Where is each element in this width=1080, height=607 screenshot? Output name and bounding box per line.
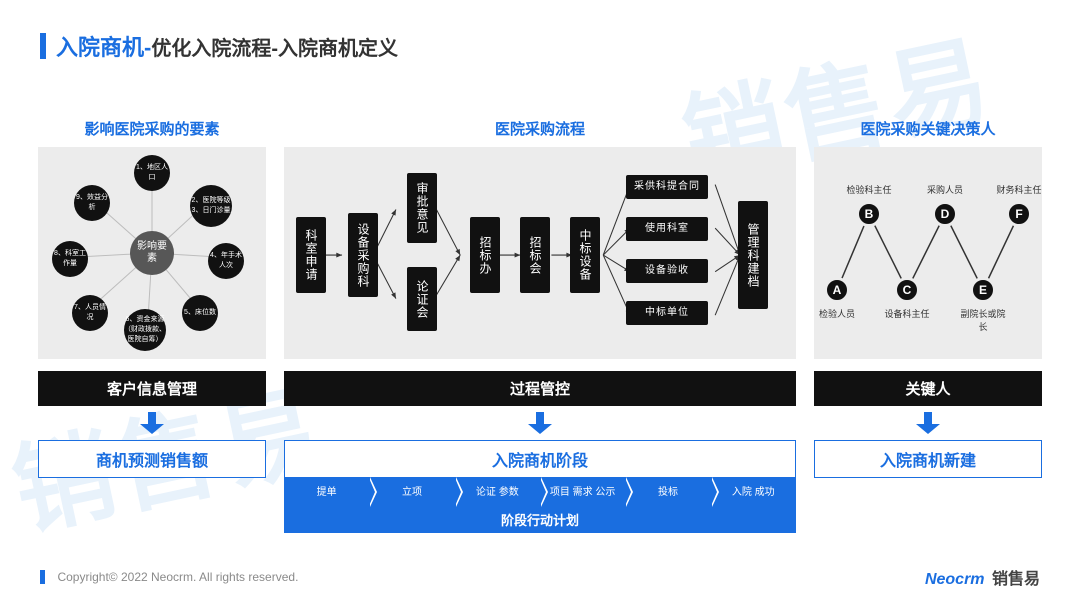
stage-chevron: 提单 — [284, 478, 369, 506]
columns: 影响医院采购的要素 影响要素 1、地区人口 2、医院等级 3、日门诊量 4、年手术人… — [38, 118, 1042, 533]
blue-bar: 商机预测销售额 — [38, 440, 266, 478]
factor-node: 4、年手术人次 — [208, 243, 244, 279]
factor-node: 7、人员情况 — [72, 295, 108, 331]
flow-box: 设备采购科 — [348, 213, 378, 297]
factor-node: 9、效益分析 — [74, 185, 110, 221]
flow-box: 招标会 — [520, 217, 550, 293]
footer-accent — [40, 570, 45, 584]
stakeholder-network: A 检验人员 B 检验科主任 C 设备科主任 D 采购人员 E 副院长或院长 F 财务科主任 — [814, 147, 1042, 359]
blue-bar-top: 入院商机阶段 — [284, 440, 796, 478]
title-accent — [40, 33, 46, 59]
stakeholder-node: B — [856, 201, 882, 227]
black-bar: 客户信息管理 — [38, 371, 266, 406]
stage-chevron: 项目 需求 公示 — [540, 478, 625, 506]
arrow-down-icon — [528, 412, 552, 436]
brand-logo: Neocrm 销售易 — [925, 565, 1040, 589]
stage-chevron: 论证 参数 — [455, 478, 540, 506]
flow-box: 科室申请 — [296, 217, 326, 293]
stakeholder-label: 检验科主任 — [844, 183, 894, 196]
stakeholder-label: 设备科主任 — [882, 307, 932, 320]
flow-box: 中标单位 — [626, 301, 708, 325]
process-flow: 科室申请设备采购科审批意见论证会 招标办招标会中标设备 管理科建档 采供科提合同使用科… — [284, 147, 796, 359]
blue-bar: 入院商机新建 — [814, 440, 1042, 478]
col-stakeholders: 医院采购关键决策人 A 检验人员 B 检验科主任 C 设备科主任 D 采购人员 E 副院长或院长 F… — [814, 118, 1042, 533]
section-title: 影响医院采购的要素 — [38, 118, 266, 139]
stakeholder-node: E — [970, 277, 996, 303]
section-title: 医院采购关键决策人 — [814, 118, 1042, 139]
stage-chevron: 投标 — [625, 478, 710, 506]
black-bar: 关键人 — [814, 371, 1042, 406]
stage-chevron: 立项 — [369, 478, 454, 506]
stakeholder-label: 财务科主任 — [994, 183, 1044, 196]
flow-box: 论证会 — [407, 267, 437, 331]
flow-box: 设备验收 — [626, 259, 708, 283]
factor-node: 5、床位数 — [182, 295, 218, 331]
flow-box: 采供科提合同 — [626, 175, 708, 199]
factors-diagram: 影响要素 1、地区人口 2、医院等级 3、日门诊量 4、年手术人次 5、床位数 6、资金… — [38, 147, 266, 359]
brand-cn: 销售易 — [992, 571, 1040, 588]
copyright: Copyright© 2022 Neocrm. All rights reser… — [57, 570, 298, 584]
flow-box: 管理科建档 — [738, 201, 768, 309]
factor-node: 2、医院等级 3、日门诊量 — [190, 185, 232, 227]
col-process: 医院采购流程 科室申请设备采购科审批意见论证会 招标办招标会中标设备 管理科建档 采供… — [284, 118, 796, 533]
black-bar: 过程管控 — [284, 371, 796, 406]
brand-en: Neocrm — [925, 571, 985, 588]
flow-box: 招标办 — [470, 217, 500, 293]
stage-chevrons: 提单立项论证 参数项目 需求 公示投标入院 成功 — [284, 478, 796, 506]
arrow-down-icon — [140, 412, 164, 436]
stakeholder-label: 采购人员 — [920, 183, 970, 196]
factor-node: 8、科室工作量 — [52, 241, 88, 277]
page-title: 入院商机- 优化入院流程-入院商机定义 — [40, 30, 398, 62]
title-sub: 优化入院流程-入院商机定义 — [151, 32, 398, 61]
arrow-down-icon — [916, 412, 940, 436]
section-title: 医院采购流程 — [284, 118, 796, 139]
flow-box: 使用科室 — [626, 217, 708, 241]
stakeholder-label: 检验人员 — [812, 307, 862, 320]
title-main: 入院商机- — [56, 30, 151, 62]
stakeholder-node: A — [824, 277, 850, 303]
stakeholder-node: C — [894, 277, 920, 303]
stakeholder-label: 副院长或院长 — [958, 307, 1008, 333]
blue-bar-bottom: 阶段行动计划 — [284, 506, 796, 533]
stakeholder-node: F — [1006, 201, 1032, 227]
factor-node: 1、地区人口 — [134, 155, 170, 191]
col-factors: 影响医院采购的要素 影响要素 1、地区人口 2、医院等级 3、日门诊量 4、年手术人… — [38, 118, 266, 533]
hub-node: 影响要素 — [130, 231, 174, 275]
stakeholder-node: D — [932, 201, 958, 227]
flow-box: 中标设备 — [570, 217, 600, 293]
footer: Copyright© 2022 Neocrm. All rights reser… — [40, 565, 1040, 589]
flow-box: 审批意见 — [407, 173, 437, 243]
stage-chevron: 入院 成功 — [711, 478, 796, 506]
factor-node: 6、资金来源 （财政拨款、医院自筹） — [124, 309, 166, 351]
